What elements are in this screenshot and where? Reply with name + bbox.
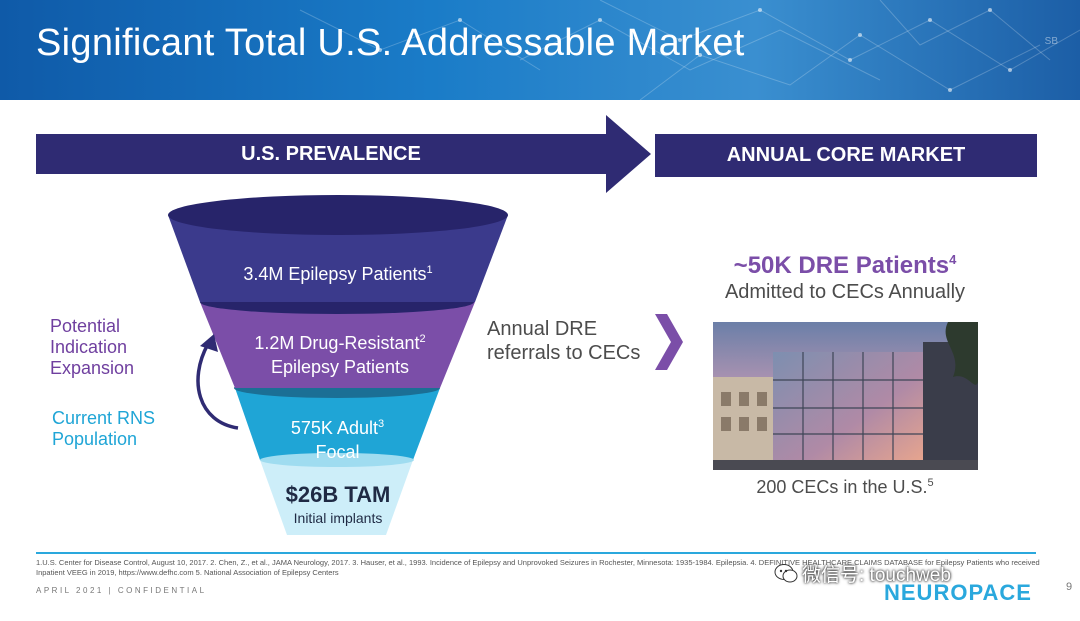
funnel-tier-1 [168,215,508,302]
epilepsy-center-building-image [713,322,978,470]
dre-patients-headline: ~50K DRE Patients4 [733,252,957,279]
funnel-tier-2 [200,302,475,388]
us-prevalence-label: U.S. PREVALENCE [241,143,421,165]
header-mark: SB [1044,36,1058,47]
funnel-tier-4 [260,460,413,535]
watermark-text: 微信号: touchweb [802,565,951,586]
market-funnel [168,195,508,535]
slide-header: Significant Total U.S. Addressable Marke… [0,0,1080,100]
referrals-text: Annual DRE referrals to CECs [487,318,641,364]
funnel-tier-2-label: 1.2M Drug-Resistant2 Epilepsy Patients [254,333,426,377]
tam-label: Initial implants [293,510,383,526]
potential-indication-label: Potential Indication Expansion [50,316,135,378]
funnel-tier-3 [235,388,440,460]
confidential-footer: APRIL 2021 | CONFIDENTIAL [36,586,207,595]
footnotes: 1.U.S. Center for Disease Control, Augus… [36,558,1040,577]
neuropace-logo: NEUROPACE [884,580,1032,605]
wechat-icon [774,564,798,583]
curved-up-arrow-icon [196,334,239,430]
right-arrow-banner-icon [36,115,651,193]
funnel-tier-1-top [168,195,508,235]
funnel-tier-1-label: 3.4M Epilepsy Patients1 [243,264,433,284]
dre-patients-subtitle: Admitted to CECs Annually [724,281,966,303]
current-rns-label: Current RNS Population [52,408,156,449]
cec-count: 200 CECs in the U.S.5 [756,477,934,497]
tam-value: $26B TAM [285,482,391,507]
slide-title: Significant Total U.S. Addressable Marke… [36,22,745,64]
page-number: 9 [1066,581,1073,593]
us-prevalence-banner: U.S. PREVALENCE [36,115,656,193]
funnel-tier-3-label: 575K Adult3 Focal [290,418,385,462]
funnel-tier-4-top [260,453,414,467]
chevron-right-icon [655,314,683,370]
network-background-graphic [299,0,1080,100]
annual-core-market-banner: ANNUAL CORE MARKET [655,134,1037,177]
footnote-divider [36,552,1036,554]
